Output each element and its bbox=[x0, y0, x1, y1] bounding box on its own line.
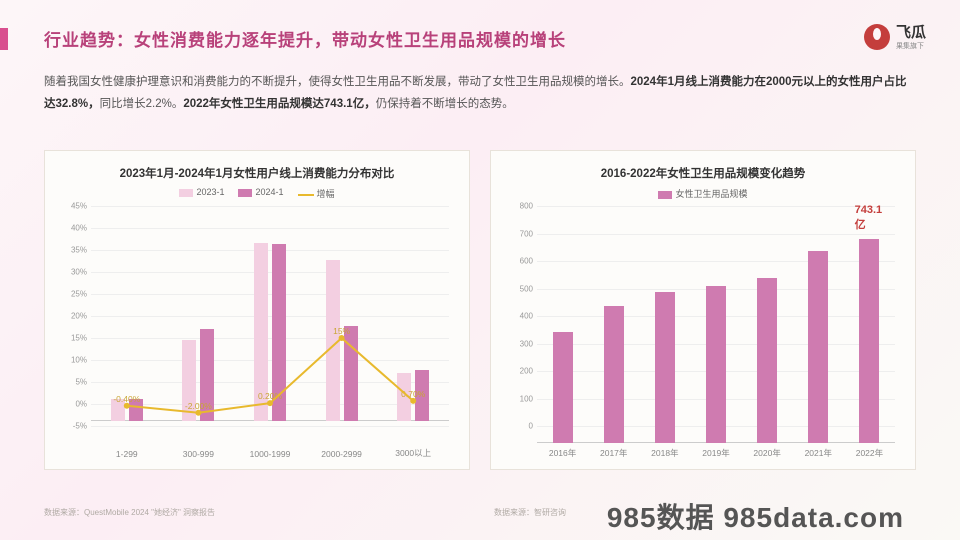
chart-right-legend: 女性卫生用品规模 bbox=[507, 187, 899, 200]
chart-left-title: 2023年1月-2024年1月女性用户线上消费能力分布对比 bbox=[61, 165, 453, 181]
logo-name: 飞瓜 bbox=[896, 25, 926, 40]
bar-2024 bbox=[344, 326, 358, 421]
bar-scale bbox=[655, 292, 675, 443]
source-right: 数据来源：智研咨询 bbox=[494, 507, 566, 518]
logo-sub: 果集旗下 bbox=[896, 43, 926, 50]
logo-icon bbox=[864, 24, 890, 50]
chart-right: 2016-2022年女性卫生用品规模变化趋势 女性卫生用品规模 01002003… bbox=[490, 150, 916, 470]
bar-scale bbox=[706, 286, 726, 443]
chart-left-plot: -5%0%5%10%15%20%25%30%35%40%45%1-299-0.4… bbox=[61, 206, 453, 459]
bar-scale bbox=[808, 251, 828, 444]
chart-left-legend: 2023-1 2024-1 增幅 bbox=[61, 187, 453, 200]
page-title: 行业趋势：女性消费能力逐年提升，带动女性卫生用品规模的增长 bbox=[44, 26, 566, 51]
watermark: 985数据 985data.com bbox=[607, 496, 904, 536]
bar-scale bbox=[553, 332, 573, 443]
bar-scale bbox=[757, 278, 777, 443]
logo: 飞瓜 果集旗下 bbox=[864, 24, 926, 50]
chart-left: 2023年1月-2024年1月女性用户线上消费能力分布对比 2023-1 202… bbox=[44, 150, 470, 470]
bar-2023 bbox=[326, 260, 340, 421]
accent-bar bbox=[0, 28, 8, 50]
charts-row: 2023年1月-2024年1月女性用户线上消费能力分布对比 2023-1 202… bbox=[44, 150, 916, 470]
bar-scale bbox=[859, 239, 879, 443]
chart-right-title: 2016-2022年女性卫生用品规模变化趋势 bbox=[507, 165, 899, 181]
bar-scale bbox=[604, 306, 624, 444]
source-left: 数据来源：QuestMobile 2024 "她经济" 洞察报告 bbox=[44, 507, 215, 518]
chart-right-plot: 01002003004005006007008002016年2017年2018年… bbox=[507, 206, 899, 459]
body-paragraph: 随着我国女性健康护理意识和消费能力的不断提升，使得女性卫生用品不断发展，带动了女… bbox=[44, 72, 916, 116]
